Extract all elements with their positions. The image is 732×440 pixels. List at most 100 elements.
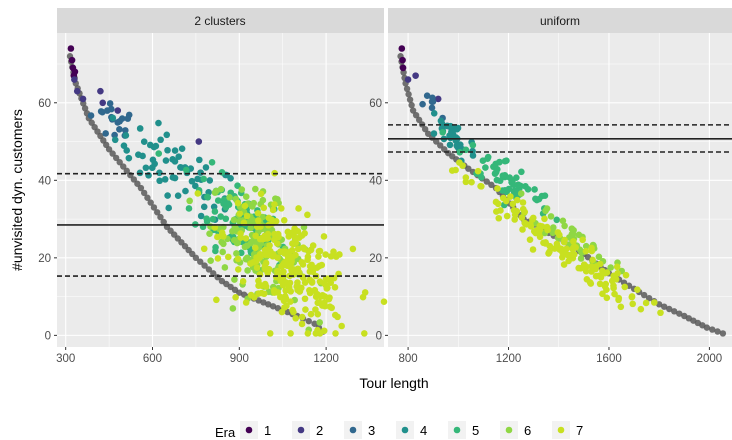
era-7-point [262,259,270,267]
era-7-point [629,300,637,308]
era-4-point [443,122,451,130]
era-6-point [559,217,567,225]
era-6-point [221,264,229,271]
gray-point [197,258,204,265]
gray-point [157,213,164,221]
x-tick-label: 1200 [313,353,339,365]
gray-point [483,178,490,185]
era-7-point [468,178,475,186]
era-7-point [570,251,578,258]
y-tick-label: 0 [376,330,382,342]
era-4-point [149,164,156,171]
x-axis-title: Tour length [359,375,428,391]
era-6-point [245,218,253,226]
era-7-point [588,263,595,270]
era-5-point [218,169,226,176]
era-4-point [192,182,199,190]
era-6-point [517,190,525,197]
era-7-point [529,246,537,253]
era-4-point [164,146,171,154]
era-7-point [587,280,595,287]
era-4-point [171,158,179,165]
era-5-point [237,249,245,257]
era-7-point [478,183,485,190]
era-7-point [592,263,600,270]
gray-point [192,254,200,262]
era-5-point [503,157,510,165]
era-7-point [611,290,618,298]
era-7-point [308,278,316,285]
gray-point [274,305,282,312]
era-7-point [474,167,482,175]
era-5-point [541,192,549,199]
gray-point [406,96,414,103]
era-7-point [255,282,262,289]
era-7-point [304,330,312,337]
era-5-point [484,155,491,163]
era-7-point [331,284,339,291]
era-7-point [610,282,617,289]
era-7-point [232,293,239,301]
era-7-point [200,245,208,253]
era-6-point [207,257,214,265]
era-7-point [577,264,585,272]
era-7-point [657,309,664,317]
era-7-point [507,193,514,200]
era-7-point [266,242,273,249]
era-7-point [551,245,558,252]
era-7-point [570,238,577,245]
era-7-point [298,313,306,321]
era-5-point [217,213,224,220]
era-7-point [359,293,367,301]
era-7-point [510,206,518,214]
era-4-point [162,157,170,164]
era-4-point [150,143,158,151]
era-7-point [518,214,526,221]
era-7-point [285,281,293,289]
era-5-point [477,173,485,181]
panel2-axes: 800 1200 1600 2000 0 20 40 60 [369,98,722,365]
era-5-point [204,194,212,201]
era-7-point [497,207,504,214]
era-4-point [469,147,476,155]
era-7-point [213,296,220,304]
era-2-point [71,76,78,83]
era-4-point [430,130,438,137]
era-7-point [315,253,322,260]
era-2-point [404,76,412,83]
era-7-point [277,275,284,283]
era-1-point [71,68,79,76]
era-7-point [262,251,269,259]
era-4-point [120,142,128,149]
gray-point [284,308,291,316]
era-4-point [446,141,454,149]
era-5-point [532,195,539,203]
era-5-point [185,205,193,212]
era-6-point [243,242,251,249]
gray-point [134,180,141,187]
era-4-point [125,154,133,162]
era-7-point [301,295,309,303]
gray-point [112,154,120,162]
era-7-point [614,270,621,277]
era-6-point [231,276,238,283]
era-7-point [494,185,501,192]
gray-point [661,303,668,310]
era-6-point [561,222,568,230]
era-7-point [526,236,534,243]
era-4-point [197,169,204,176]
era-7-point [292,314,300,322]
era-4-point [196,156,203,164]
y-axis-title: #unvisited dyn. customers [9,109,25,271]
era-1-point [68,56,76,64]
era-7-point [599,290,606,298]
gray-point [403,85,411,93]
era-5-point [209,215,217,223]
era-7-point [503,212,511,220]
era-4-point [449,130,456,137]
era-4-point [161,176,169,183]
era-3-point [87,112,95,119]
era-4-point [165,204,172,212]
era-5-point [456,149,464,156]
